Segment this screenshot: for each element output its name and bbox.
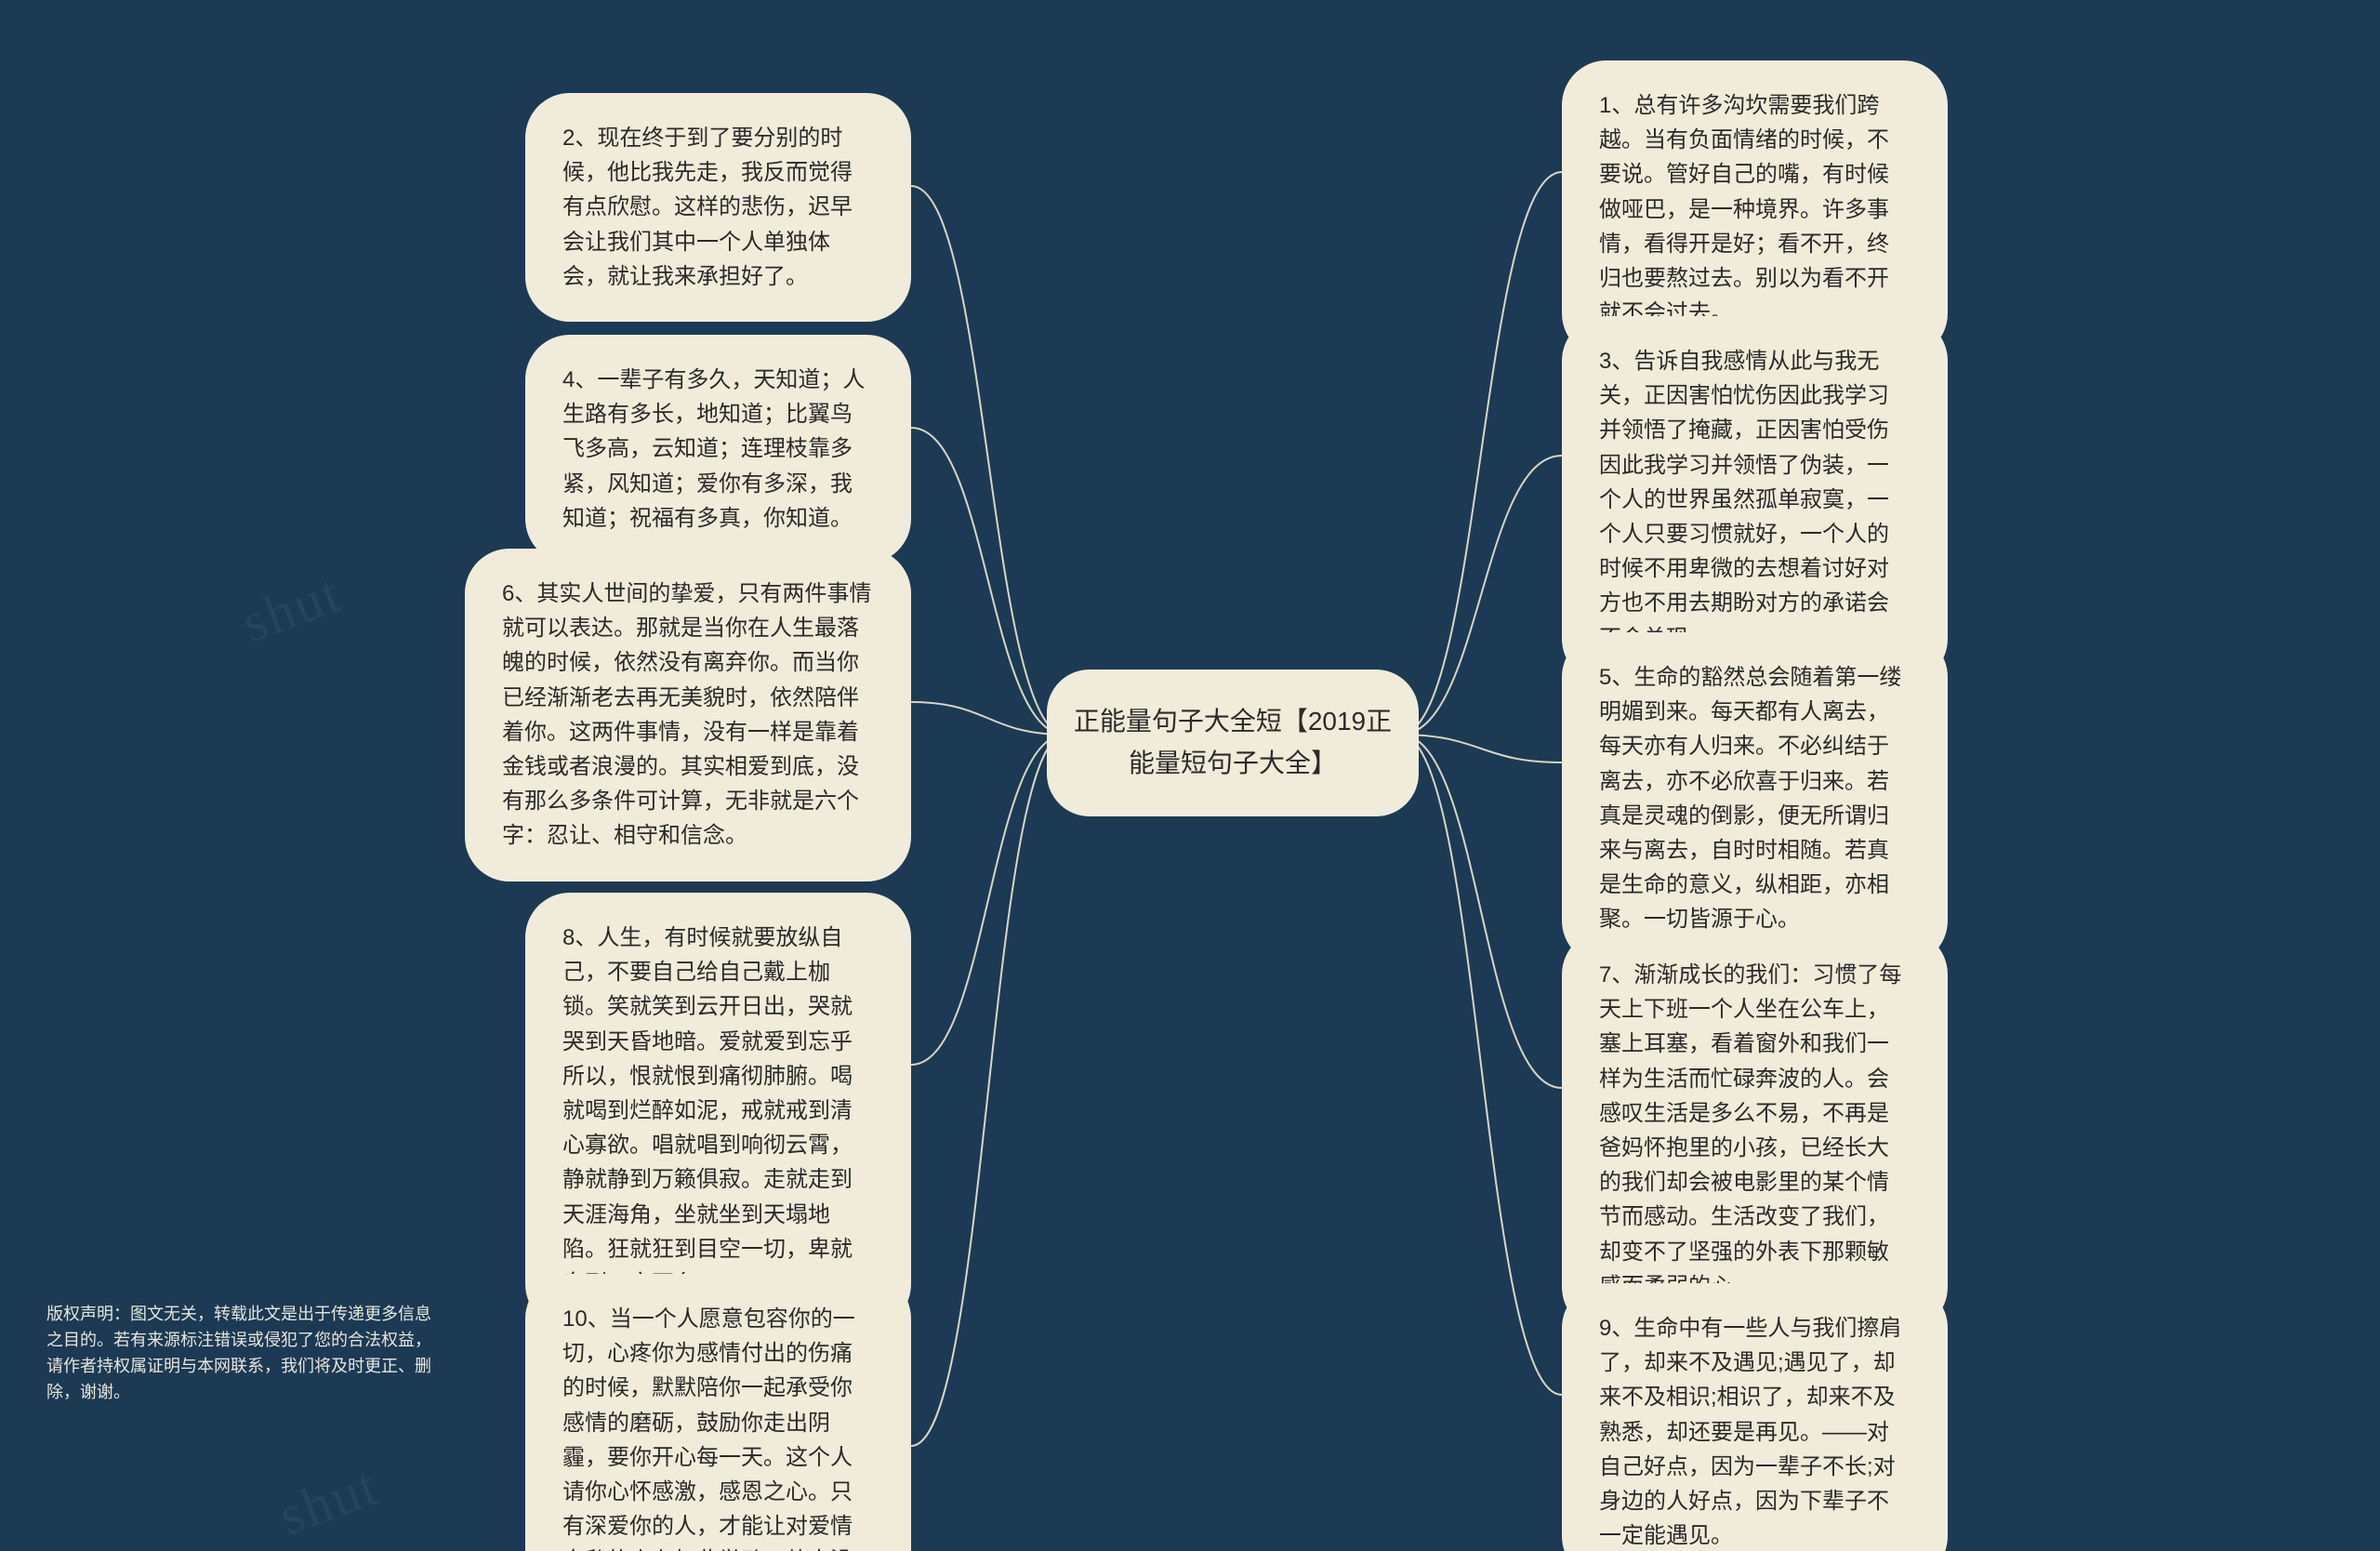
node-left-2: 2、现在终于到了要分别的时候，他比我先走，我反而觉得有点欣慰。这样的悲伤，迟早会… <box>525 93 911 322</box>
node-right-7: 7、渐渐成长的我们：习惯了每天上下班一个人坐在公车上，塞上耳塞，看着窗外和我们一… <box>1562 930 1948 1332</box>
node-left-8: 8、人生，有时候就要放纵自己，不要自己给自己戴上枷锁。笑就笑到云开日出，哭就哭到… <box>525 893 911 1329</box>
node-left-6: 6、其实人世间的挚爱，只有两件事情就可以表达。那就是当你在人生最落魄的时候，依然… <box>465 549 911 882</box>
node-left-10: 10、当一个人愿意包容你的一切，心疼你为感情付出的伤痛的时候，默默陪你一起承受你… <box>525 1274 911 1551</box>
node-right-3: 3、告诉自我感情从此与我无关，正因害怕忧伤因此我学习并领悟了掩藏，正因害怕受伤因… <box>1562 316 1948 683</box>
node-right-5: 5、生命的豁然总会随着第一缕明媚到来。每天都有人离去，每天亦有人归来。不必纠结于… <box>1562 632 1948 965</box>
mindmap-canvas: 正能量句子大全短【2019正能量短句子大全】 2、现在终于到了要分别的时候，他比… <box>0 0 2380 1551</box>
watermark: shut <box>271 1454 387 1549</box>
center-node: 正能量句子大全短【2019正能量短句子大全】 <box>1047 669 1419 816</box>
node-left-4: 4、一辈子有多久，天知道；人生路有多长，地知道；比翼鸟飞多高，云知道；连理枝靠多… <box>525 335 911 563</box>
node-right-1: 1、总有许多沟坎需要我们跨越。当有负面情绪的时候，不要说。管好自己的嘴，有时候做… <box>1562 60 1948 358</box>
copyright-footnote: 版权声明：图文无关，转载此文是出于传递更多信息之目的。若有来源标注错误或侵犯了您… <box>46 1302 437 1406</box>
node-right-9: 9、生命中有一些人与我们擦肩了，却来不及遇见;遇见了，却来不及相识;相识了，却来… <box>1562 1283 1948 1551</box>
watermark: shut <box>233 562 350 656</box>
